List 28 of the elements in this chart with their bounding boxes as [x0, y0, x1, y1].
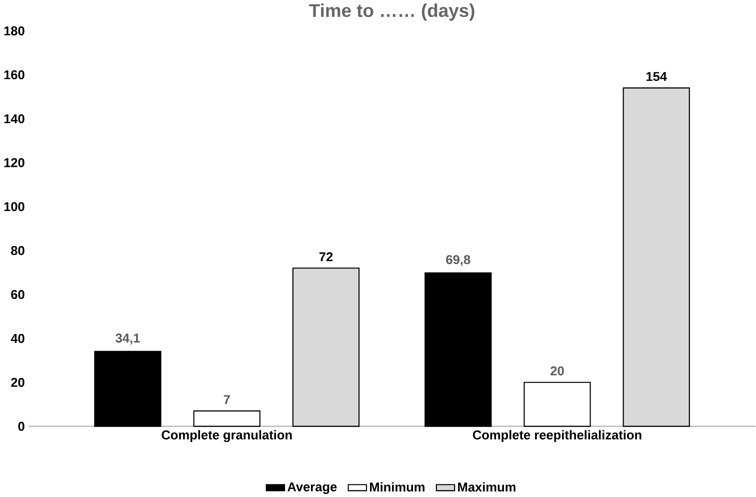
y-tick-label: 100: [4, 202, 24, 211]
y-tick-label: 60: [11, 290, 24, 299]
y-tick-label: 180: [4, 26, 24, 36]
bar: [622, 87, 690, 427]
data-label: 72: [319, 252, 333, 262]
bar: [193, 410, 260, 427]
data-label: 7: [224, 395, 230, 404]
bar: [94, 350, 162, 427]
y-tick-label: 0: [18, 422, 24, 431]
bar: [424, 272, 492, 427]
bar: [292, 267, 360, 427]
y-tick-label: 120: [4, 158, 24, 168]
data-label: 154: [646, 72, 667, 81]
x-tick-label: Complete reepithelialization: [472, 430, 642, 442]
bar: [524, 382, 591, 427]
data-label: 20: [550, 366, 564, 376]
legend-label: Maximum: [458, 482, 516, 492]
data-label: 69,8: [446, 254, 470, 266]
chart-title: Time to …… (days): [309, 3, 474, 21]
y-tick-label: 80: [11, 246, 24, 255]
legend-label: Minimum: [370, 482, 424, 492]
data-label: 34,1: [116, 333, 140, 344]
y-tick-label: 140: [4, 114, 24, 124]
y-tick-label: 160: [4, 70, 24, 80]
x-tick-label: Complete granulation: [162, 430, 292, 442]
y-tick-label: 20: [11, 378, 24, 387]
y-tick-label: 40: [10, 334, 24, 343]
legend-label: Average: [287, 482, 337, 494]
